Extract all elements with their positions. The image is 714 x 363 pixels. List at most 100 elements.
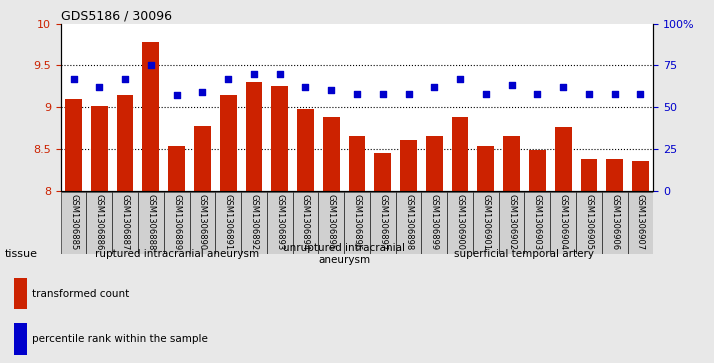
- Bar: [323, 117, 340, 191]
- Bar: [86, 192, 112, 254]
- Point: [274, 71, 286, 77]
- Bar: [14, 323, 27, 355]
- Bar: [241, 192, 267, 254]
- Bar: [14, 278, 27, 309]
- Bar: [189, 192, 216, 254]
- Text: GSM1306903: GSM1306903: [533, 194, 542, 250]
- Text: transformed count: transformed count: [32, 289, 129, 299]
- Point: [145, 62, 156, 68]
- Text: tissue: tissue: [5, 249, 38, 259]
- Point: [171, 93, 182, 98]
- Point: [196, 89, 208, 95]
- Bar: [91, 106, 108, 191]
- Text: GSM1306904: GSM1306904: [558, 194, 568, 250]
- Bar: [370, 192, 396, 254]
- Text: GSM1306886: GSM1306886: [95, 194, 104, 250]
- Text: GSM1306895: GSM1306895: [327, 194, 336, 250]
- Point: [300, 84, 311, 90]
- Bar: [632, 162, 649, 191]
- Bar: [606, 159, 623, 191]
- Bar: [65, 99, 82, 191]
- Text: GSM1306898: GSM1306898: [404, 194, 413, 250]
- Text: GSM1306894: GSM1306894: [301, 194, 310, 250]
- Bar: [452, 117, 468, 191]
- Bar: [400, 140, 417, 191]
- Text: GSM1306896: GSM1306896: [353, 194, 361, 250]
- Bar: [421, 192, 447, 254]
- Point: [403, 91, 414, 97]
- Bar: [628, 192, 653, 254]
- Point: [428, 84, 440, 90]
- Text: GSM1306906: GSM1306906: [610, 194, 619, 250]
- Point: [223, 76, 234, 82]
- Bar: [602, 192, 628, 254]
- Text: GSM1306905: GSM1306905: [584, 194, 593, 250]
- Point: [68, 76, 79, 82]
- Bar: [525, 192, 550, 254]
- Bar: [61, 192, 86, 254]
- Text: GSM1306900: GSM1306900: [456, 194, 465, 250]
- Text: unruptured intracranial
aneurysm: unruptured intracranial aneurysm: [283, 243, 405, 265]
- Bar: [529, 151, 545, 191]
- Bar: [216, 192, 241, 254]
- Bar: [473, 192, 498, 254]
- Text: GSM1306899: GSM1306899: [430, 194, 439, 250]
- Bar: [116, 95, 134, 191]
- Bar: [503, 136, 520, 191]
- Text: GSM1306902: GSM1306902: [507, 194, 516, 250]
- Text: GSM1306891: GSM1306891: [223, 194, 233, 250]
- Point: [480, 91, 491, 97]
- Point: [532, 91, 543, 97]
- Bar: [344, 192, 370, 254]
- Bar: [297, 109, 314, 191]
- Point: [377, 91, 388, 97]
- Point: [248, 71, 260, 77]
- Bar: [447, 192, 473, 254]
- Text: percentile rank within the sample: percentile rank within the sample: [32, 334, 208, 344]
- Bar: [498, 192, 525, 254]
- Bar: [143, 42, 159, 191]
- Point: [454, 76, 466, 82]
- Bar: [374, 153, 391, 191]
- Text: GSM1306890: GSM1306890: [198, 194, 207, 250]
- Bar: [550, 192, 576, 254]
- Bar: [348, 136, 366, 191]
- Text: GSM1306889: GSM1306889: [172, 194, 181, 250]
- Bar: [164, 192, 189, 254]
- Bar: [580, 159, 598, 191]
- Point: [558, 84, 569, 90]
- Bar: [271, 86, 288, 191]
- Bar: [478, 146, 494, 191]
- Text: superficial temporal artery: superficial temporal artery: [455, 249, 595, 259]
- Text: GSM1306888: GSM1306888: [146, 194, 156, 250]
- Text: GSM1306887: GSM1306887: [121, 194, 130, 250]
- Bar: [246, 82, 262, 191]
- Bar: [293, 192, 318, 254]
- Text: GSM1306892: GSM1306892: [249, 194, 258, 250]
- Bar: [220, 95, 236, 191]
- Bar: [426, 136, 443, 191]
- Point: [119, 76, 131, 82]
- Bar: [138, 192, 164, 254]
- Point: [609, 91, 620, 97]
- Text: GSM1306897: GSM1306897: [378, 194, 387, 250]
- Text: GDS5186 / 30096: GDS5186 / 30096: [61, 9, 171, 23]
- Bar: [396, 192, 421, 254]
- Bar: [555, 127, 571, 191]
- Text: ruptured intracranial aneurysm: ruptured intracranial aneurysm: [94, 249, 258, 259]
- Bar: [267, 192, 293, 254]
- Point: [351, 91, 363, 97]
- Bar: [576, 192, 602, 254]
- Bar: [112, 192, 138, 254]
- Point: [326, 87, 337, 93]
- Text: GSM1306907: GSM1306907: [636, 194, 645, 250]
- Text: GSM1306893: GSM1306893: [275, 194, 284, 250]
- Point: [506, 82, 518, 88]
- Bar: [194, 126, 211, 191]
- Point: [583, 91, 595, 97]
- Text: GSM1306885: GSM1306885: [69, 194, 78, 250]
- Bar: [318, 192, 344, 254]
- Point: [635, 91, 646, 97]
- Bar: [169, 146, 185, 191]
- Point: [94, 84, 105, 90]
